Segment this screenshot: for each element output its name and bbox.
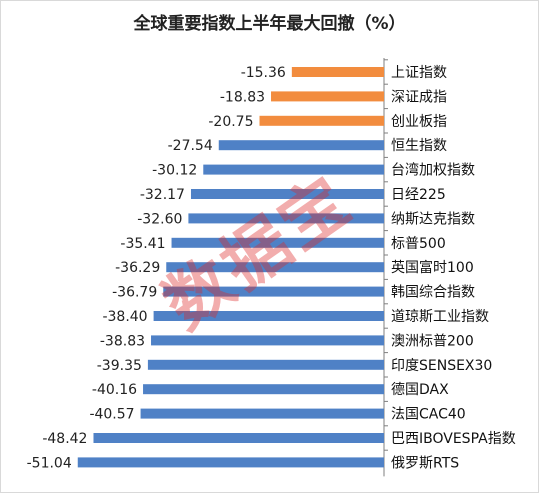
category-label: 英国富时100 bbox=[391, 259, 474, 276]
data-label: -20.75 bbox=[208, 114, 253, 130]
category-label: 台湾加权指数 bbox=[391, 162, 475, 179]
bar bbox=[151, 335, 384, 346]
category-label: 深证成指 bbox=[391, 89, 447, 105]
data-label: -48.42 bbox=[42, 431, 87, 447]
category-label: 日经225 bbox=[391, 187, 446, 203]
category-label: 德国DAX bbox=[391, 382, 449, 398]
category-label: 道琼斯工业指数 bbox=[391, 309, 489, 325]
data-label: -40.16 bbox=[92, 382, 137, 398]
data-label: -18.83 bbox=[220, 89, 265, 105]
bar bbox=[143, 384, 384, 395]
category-label: 恒生指数 bbox=[391, 138, 447, 154]
data-label: -38.40 bbox=[102, 309, 147, 325]
data-label: -32.17 bbox=[140, 187, 185, 203]
bar bbox=[259, 115, 384, 126]
bar bbox=[188, 213, 384, 224]
bar bbox=[166, 262, 384, 273]
bar bbox=[291, 67, 384, 77]
bar bbox=[147, 359, 384, 370]
data-label: -36.79 bbox=[112, 285, 157, 301]
category-label: 上证指数 bbox=[391, 65, 447, 81]
category-label: 澳洲标普200 bbox=[391, 333, 474, 349]
category-label: 印度SENSEX30 bbox=[391, 358, 492, 374]
data-label: -38.83 bbox=[100, 333, 145, 349]
data-label: -40.57 bbox=[89, 407, 134, 423]
data-label: -51.04 bbox=[27, 455, 72, 471]
bar bbox=[77, 457, 384, 468]
bar bbox=[171, 237, 384, 248]
bar bbox=[190, 189, 384, 199]
bar bbox=[140, 408, 384, 419]
bar bbox=[163, 286, 384, 297]
data-label: -36.29 bbox=[115, 260, 160, 276]
bar bbox=[271, 91, 384, 102]
bar bbox=[203, 164, 384, 175]
data-label: -27.54 bbox=[168, 138, 213, 154]
data-label: -30.12 bbox=[152, 163, 197, 179]
bar bbox=[218, 140, 384, 151]
data-label: -35.41 bbox=[120, 236, 165, 252]
category-label: 俄罗斯RTS bbox=[391, 455, 459, 471]
category-label: 标普500 bbox=[391, 236, 446, 252]
bar bbox=[153, 311, 384, 321]
category-label: 韩国综合指数 bbox=[391, 285, 475, 301]
category-label: 法国CAC40 bbox=[391, 407, 466, 423]
data-label: -39.35 bbox=[97, 358, 142, 374]
category-label: 纳斯达克指数 bbox=[391, 211, 475, 227]
bar bbox=[93, 433, 384, 443]
data-label: -32.60 bbox=[137, 211, 182, 227]
data-label: -15.36 bbox=[241, 65, 286, 81]
chart-title: 全球重要指数上半年最大回撤（%） bbox=[133, 14, 406, 34]
category-label: 巴西IBOVESPA指数 bbox=[391, 431, 516, 447]
category-label: 创业板指 bbox=[391, 114, 447, 130]
